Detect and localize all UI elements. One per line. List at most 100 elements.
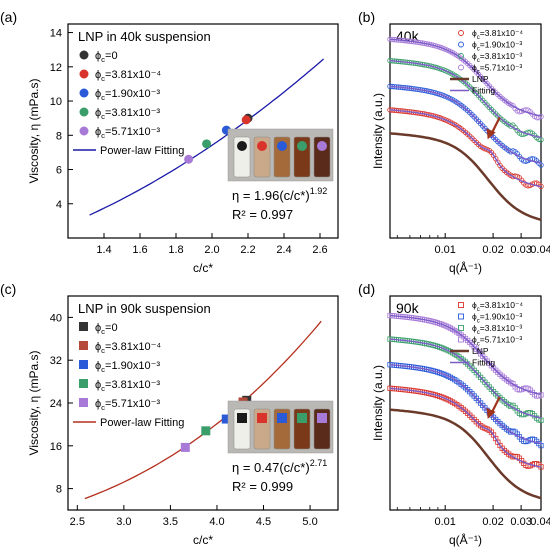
legend-marker [79,69,89,79]
x-axis-label: q(Å⁻¹) [449,260,482,275]
series-2 [387,57,544,143]
x-tick-label: 0.03 [510,244,531,256]
vial-cap-marker [237,141,247,151]
x-tick-label: 4.0 [209,516,224,528]
legend-label: Power-law Fitting [100,417,184,429]
x-tick-label: 0.04 [530,244,550,256]
legend-label: ϕc=5.71x10⁻³ [95,398,160,412]
x-tick-label: 5.0 [302,516,317,528]
legend-label: ϕc=3.81x10⁻⁴ [472,300,523,313]
legend-marker [458,336,464,343]
legend-marker [79,126,89,136]
x-tick-label: 0.01 [434,244,455,256]
legend-marker [79,322,88,331]
x-tick-label: 3.5 [163,516,178,528]
chart-title: 90k [396,300,420,316]
chart-title: LNP in 90k suspension [78,301,211,316]
series-1 [387,83,544,168]
arrow-head [486,407,496,419]
lnp-curve [389,132,542,222]
legend-label: ϕc=5.71x10⁻³ [95,126,160,140]
legend-label: ϕc=3.81x10⁻³ [472,323,522,336]
legend-label: ϕc=3.81x10⁻⁴ [472,28,523,41]
series-0 [387,107,544,190]
vial-cap-marker [297,413,307,423]
x-tick-label: 1.6 [132,244,147,256]
data-point [538,137,544,143]
vial-cap-marker [317,413,327,423]
y-tick-label: 24 [50,398,62,410]
data-point [241,115,251,125]
legend-label: ϕc=3.81x10⁻³ [95,379,160,393]
panel-label: (d) [358,281,375,297]
fitting-curve [389,387,542,468]
y-tick-label: 32 [50,355,62,367]
x-tick-label: 1.8 [168,244,183,256]
data-point [221,414,231,424]
legend-label: ϕc=1.90x10⁻³ [95,360,160,374]
vial-cap-marker [277,141,287,151]
vial-cap-marker [257,141,267,151]
legend-label: Power-law Fitting [100,145,184,157]
legend-label: ϕc=1.90x10⁻³ [472,40,522,53]
y-tick-label: 8 [56,484,62,496]
plot-frame [67,23,339,239]
panel-c: (c) 2.5 3.0 3.5 4.0 4.5 5.0 8 16 24 32 40 c/c* Viscos… [0,281,339,547]
r-squared: R² = 0.999 [232,479,293,494]
legend-marker [458,302,464,308]
fitting-curve [389,38,542,117]
y-tick-label: 40 [50,312,62,324]
data-point [538,417,544,423]
vial-cap-marker [317,141,327,151]
data-point [180,442,190,452]
legend-marker [458,64,464,71]
data-point [538,392,544,398]
y-axis-label: Intensity (a.u.) [371,365,385,441]
legend-label: Fitting [472,86,495,96]
series-3 [387,312,544,399]
plot-frame [389,23,542,239]
arrow-head [486,128,496,140]
x-axis-label: c/c* [193,533,213,547]
legend-marker [458,53,464,59]
x-tick-label: 0.02 [482,516,503,528]
y-axis-label: Intensity (a.u.) [371,93,385,169]
plot-frame [389,295,542,511]
fit-equation: η = 1.96(c/c*)1.92 [232,186,327,203]
x-axis-label: q(Å⁻¹) [449,532,482,547]
legend-label: ϕc=5.71x10⁻³ [472,335,522,348]
y-tick-label: 6 [56,165,62,177]
fitting-curve [389,85,542,164]
y-tick-label: 10 [50,96,62,108]
arrow-line [490,396,501,414]
y-axis-label: Viscosity, η (mPa.s) [27,351,41,456]
legend-label: ϕc=3.81x10⁻³ [472,51,522,64]
y-axis-label: Viscosity, η (mPa.s) [27,79,41,184]
panel-a: (a) 1.4 1.6 1.8 2.0 2.2 2.4 2.6 4 6 8 10 12 14 c/c* Vis… [0,9,339,275]
legend-label: LNP [472,74,489,84]
vial-cap-marker [257,413,267,423]
y-tick-label: 8 [56,130,62,142]
lnp-curve [389,408,542,500]
legend-label: ϕc=0 [95,322,118,336]
x-tick-label: 0.04 [530,516,550,528]
y-tick-label: 16 [50,441,62,453]
fitting-curve [389,59,542,139]
x-tick-label: 0.02 [482,244,503,256]
legend-label: LNP [472,346,489,356]
fit-curve [89,58,325,216]
x-tick-label: 2.0 [204,244,219,256]
panel-label: (a) [0,9,17,25]
data-point [202,139,212,149]
legend-label: Fitting [472,358,495,368]
x-tick-label: 2.4 [276,244,291,256]
legend-marker [458,30,464,36]
panel-label: (b) [358,9,375,25]
series-3 [387,36,544,121]
fitting-curve [389,364,542,445]
panel-d: (d) 0.01 0.02 0.030.04 q(Å⁻¹) Intensity (a.u.… [358,281,550,547]
x-tick-label: 3.0 [116,516,131,528]
data-point [184,154,194,164]
legend-marker [79,379,88,388]
